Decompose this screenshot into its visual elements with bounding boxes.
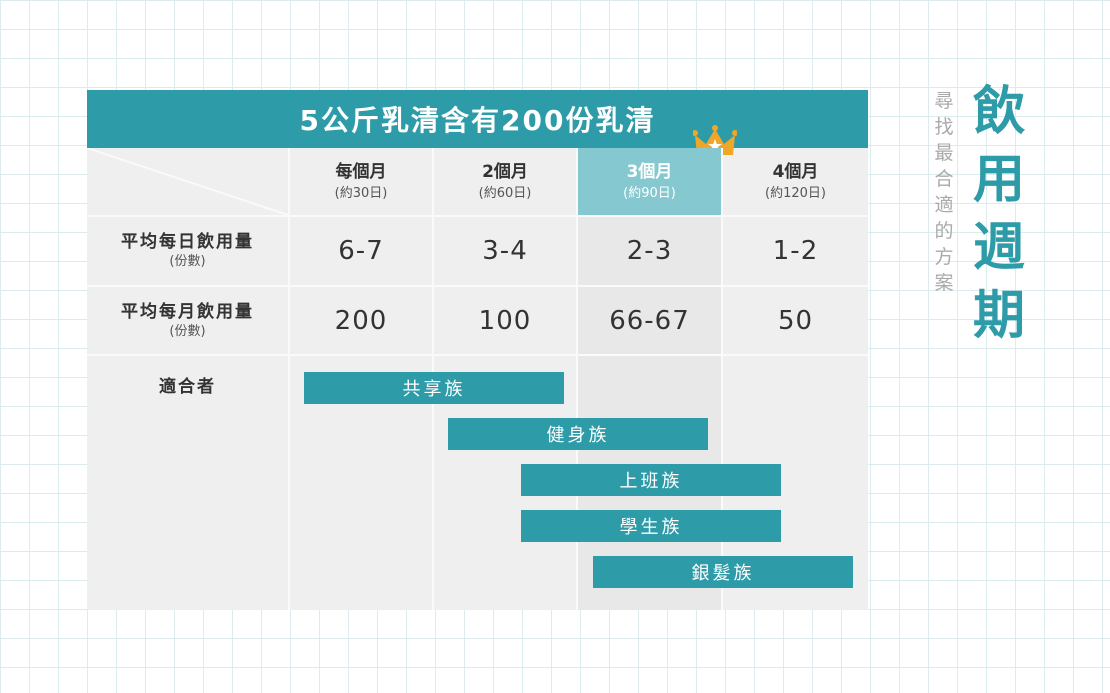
cell-value: 50 [777, 305, 814, 336]
column-title: 3個月 [626, 161, 673, 182]
column-title: 2個月 [482, 161, 528, 182]
group-bar-fitness: 健身族 [448, 418, 708, 450]
column-subtitle: (約120日) [765, 185, 826, 201]
plan-table: 5公斤乳清含有200份乳清 每個月 (約30日) 2個月 (約60日) 3個月 … [87, 90, 868, 610]
row-subtitle: (份數) [169, 323, 206, 339]
cell-value: 6-7 [338, 236, 384, 266]
row-title: 平均每日飲用量 [121, 232, 254, 252]
grid-line [87, 215, 868, 217]
grid-line [288, 148, 290, 610]
column-header-3-highlighted: 3個月 (約90日) [578, 148, 721, 215]
banner-title: 5公斤乳清含有200份乳清 [87, 90, 868, 148]
group-bar-sharing: 共享族 [304, 372, 564, 404]
table-cell: 6-7 [290, 217, 432, 285]
row-title: 平均每月飲用量 [121, 301, 254, 322]
highlight-column-bg [578, 215, 722, 610]
corner-diagonal [87, 148, 288, 215]
table-cell: 2-3 [578, 217, 721, 285]
column-subtitle: (約30日) [334, 185, 388, 201]
grid-line [87, 354, 868, 356]
column-subtitle: (約90日) [623, 185, 676, 201]
row-title: 適合者 [159, 377, 216, 397]
column-title: 每個月 [335, 161, 387, 182]
cell-value: 1-2 [772, 236, 819, 266]
column-header-4: 4個月 (約120日) [723, 148, 868, 215]
cell-value: 3-4 [482, 236, 528, 266]
row-header-daily: 平均每日飲用量 (份數) [87, 217, 288, 285]
grid-line [721, 148, 723, 610]
group-bar-office: 上班族 [521, 464, 781, 496]
table-cell: 100 [434, 287, 576, 354]
cell-value: 2-3 [626, 236, 673, 266]
group-bar-senior: 銀髮族 [593, 556, 853, 588]
cell-value: 200 [334, 305, 388, 336]
table-cell: 1-2 [723, 217, 868, 285]
row-header-monthly: 平均每月飲用量 (份數) [87, 287, 288, 354]
table-cell: 66-67 [578, 287, 721, 354]
table-cell: 50 [723, 287, 868, 354]
column-title: 4個月 [772, 161, 819, 182]
row-header-suitable: 適合者 [87, 372, 288, 402]
column-header-2: 2個月 (約60日) [434, 148, 576, 215]
column-header-1: 每個月 (約30日) [290, 148, 432, 215]
cell-value: 66-67 [609, 305, 690, 336]
row-subtitle: (份數) [169, 254, 206, 269]
group-bar-student: 學生族 [521, 510, 781, 542]
table-cell: 200 [290, 287, 432, 354]
grid-line [87, 285, 868, 287]
side-caption: 尋找最合適的方案 [934, 90, 954, 294]
grid-line [576, 148, 578, 610]
column-subtitle: (約60日) [478, 185, 532, 201]
side-title: 飲用週期 [972, 82, 1025, 346]
table-cell: 3-4 [434, 217, 576, 285]
cell-value: 100 [478, 305, 532, 336]
